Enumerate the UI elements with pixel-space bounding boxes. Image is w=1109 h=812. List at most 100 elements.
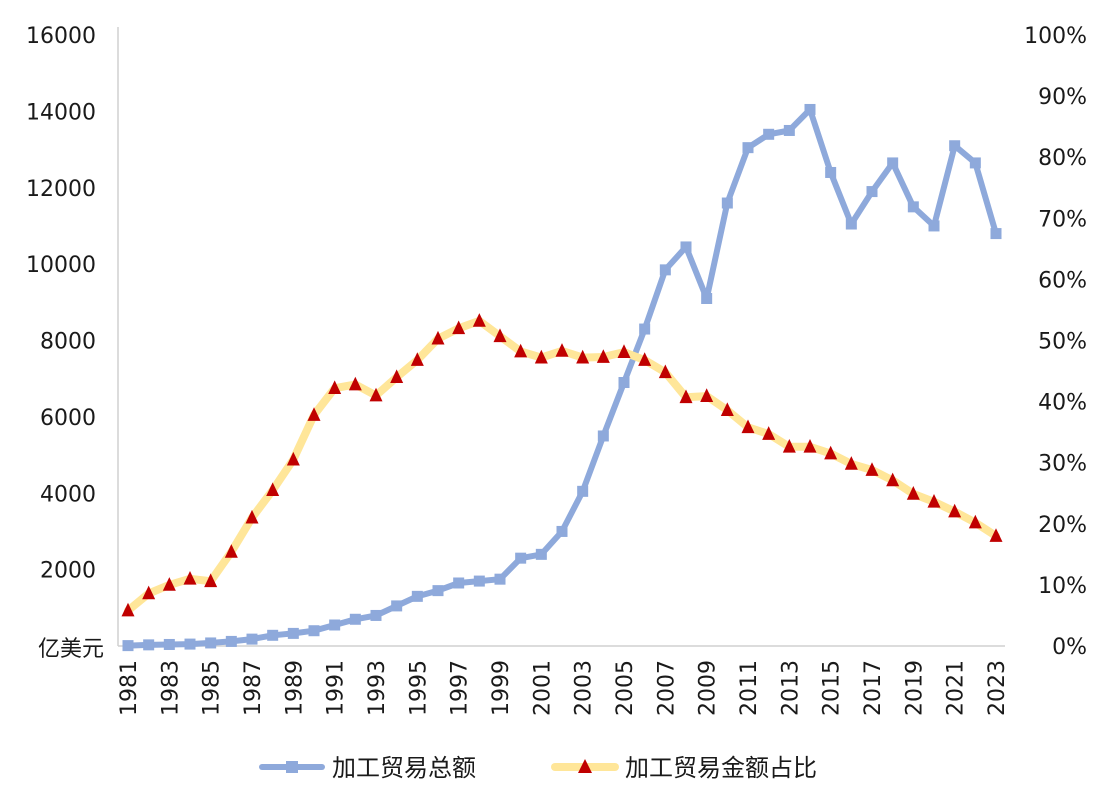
x-tick-label: 2001 [530, 660, 555, 716]
right-y-tick-label: 70% [1038, 207, 1087, 232]
data-point-triangle [927, 494, 941, 508]
data-point-square [763, 128, 775, 140]
data-point-triangle [534, 349, 548, 364]
data-point-square [887, 157, 899, 169]
data-point-square [143, 639, 155, 651]
x-tick-label: 1985 [200, 660, 225, 716]
data-point-square [742, 142, 754, 154]
data-point-triangle [307, 407, 321, 421]
data-point-square [287, 627, 299, 639]
x-tick-label: 2007 [654, 660, 679, 716]
data-point-square [122, 640, 134, 652]
x-tick-label: 2003 [572, 660, 597, 716]
right-y-axis-ticks: 0% 10% 20% 30% 40% 50% 60% 70% 80% 90% 100% [1024, 24, 1087, 660]
data-point-triangle [472, 313, 486, 327]
legend-label: 加工贸易金额占比 [625, 754, 817, 782]
right-y-tick-label: 60% [1038, 268, 1087, 293]
data-point-square [205, 637, 217, 649]
x-tick-label: 1995 [406, 660, 431, 716]
series-line [125, 106, 999, 649]
x-tick-label: 1993 [365, 660, 390, 716]
left-y-tick-label: 12000 [26, 177, 96, 202]
x-tick-label: 2005 [613, 660, 638, 716]
data-point-square [329, 619, 341, 631]
data-point-square [308, 625, 320, 637]
data-point-square [845, 218, 857, 230]
data-point-triangle [576, 349, 590, 364]
data-point-triangle [638, 352, 652, 366]
data-point-triangle [741, 419, 755, 434]
x-tick-label: 2011 [737, 660, 762, 716]
data-point-triangle [658, 364, 672, 379]
data-point-triangle [803, 439, 817, 453]
data-point-square [556, 525, 568, 537]
right-y-tick-label: 90% [1038, 85, 1087, 110]
x-tick-label: 1997 [448, 660, 473, 716]
data-point-triangle [514, 343, 528, 358]
data-point-square [349, 613, 361, 625]
x-tick-label: 2013 [778, 660, 803, 716]
data-point-triangle [328, 380, 342, 395]
data-point-square [391, 600, 403, 612]
data-point-triangle [224, 544, 238, 558]
right-y-tick-label: 100% [1024, 24, 1087, 49]
data-point-square [411, 590, 423, 602]
data-point-triangle [286, 451, 300, 466]
data-point-square [825, 166, 837, 178]
x-tick-label: 2021 [944, 660, 969, 716]
x-tick-label: 1989 [282, 660, 307, 716]
data-point-triangle [142, 585, 156, 600]
data-point-square [928, 220, 940, 232]
data-point-triangle [968, 514, 982, 529]
data-point-square [701, 292, 713, 304]
data-point-triangle [865, 462, 879, 476]
x-tick-label: 2019 [902, 660, 927, 716]
left-y-tick-label: 8000 [40, 330, 96, 355]
data-point-triangle [824, 445, 838, 460]
data-point-square [783, 124, 795, 136]
data-point-square [659, 264, 671, 276]
data-point-triangle [183, 570, 197, 585]
legend-swatch-marker [286, 761, 298, 773]
data-point-triangle [989, 528, 1003, 542]
data-point-triangle [390, 369, 404, 384]
data-point-square [535, 548, 547, 560]
right-y-tick-label: 10% [1038, 574, 1087, 599]
left-y-tick-label: 16000 [26, 24, 96, 49]
data-point-square [453, 577, 465, 589]
data-point-square [618, 377, 630, 389]
x-tick-label: 1983 [158, 660, 183, 716]
data-point-triangle [617, 344, 631, 358]
data-point-triangle [782, 439, 796, 453]
right-y-tick-label: 50% [1038, 330, 1087, 355]
left-y-tick-label: 6000 [40, 406, 96, 431]
data-point-triangle [886, 472, 900, 487]
data-point-triangle [369, 387, 383, 402]
data-point-square [184, 638, 196, 650]
data-point-triangle [948, 503, 962, 518]
x-tick-label: 2017 [861, 660, 886, 716]
data-point-triangle [844, 456, 858, 470]
series-layer [121, 103, 1003, 652]
axes-layer [117, 27, 1005, 647]
data-point-triangle [700, 388, 714, 402]
data-point-square [370, 609, 382, 621]
x-tick-label: 1987 [241, 660, 266, 716]
data-point-square [225, 635, 237, 647]
data-point-square [804, 103, 816, 115]
left-y-tick-label: 2000 [40, 559, 96, 584]
data-point-square [494, 573, 506, 585]
series-line [124, 316, 1000, 615]
data-point-triangle [431, 330, 445, 345]
series-total-volume [122, 103, 1002, 652]
legend-item-share: 加工贸易金额占比 [551, 754, 817, 782]
data-point-triangle [410, 352, 424, 366]
left-y-tick-label: 4000 [40, 482, 96, 507]
data-point-triangle [204, 573, 218, 588]
data-point-triangle [906, 486, 920, 500]
data-point-square [577, 485, 589, 497]
data-point-triangle [555, 343, 569, 357]
left-y-tick-label: 10000 [26, 253, 96, 278]
left-y-axis-ticks: 2000 4000 6000 8000 10000 12000 14000 16000 [26, 24, 96, 584]
